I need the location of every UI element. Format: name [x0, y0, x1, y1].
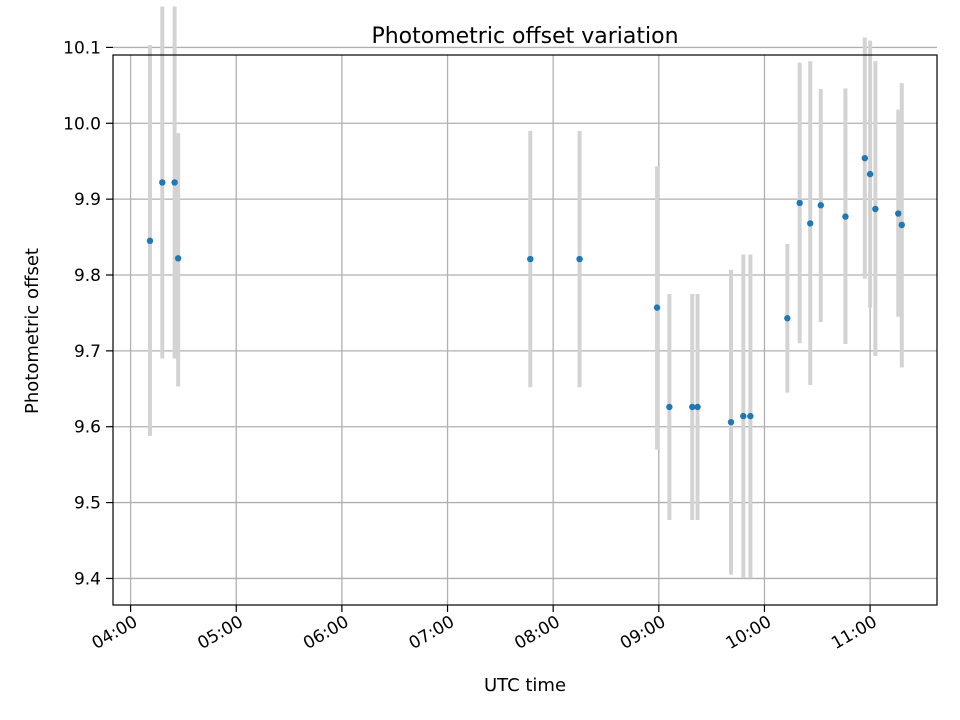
y-tick-label: 10.1 — [63, 38, 101, 58]
data-point — [866, 170, 874, 178]
y-tick-label: 9.7 — [74, 342, 101, 362]
data-point — [146, 237, 154, 245]
data-point — [689, 403, 696, 411]
data-point — [576, 255, 583, 263]
x-axis-label: UTC time — [484, 675, 566, 696]
data-point — [174, 255, 182, 262]
y-tick-label: 9.5 — [74, 494, 101, 514]
data-point — [747, 412, 754, 420]
data-point — [784, 315, 791, 322]
y-tick-label: 9.6 — [74, 418, 101, 438]
data-point — [861, 154, 869, 162]
chart-title: Photometric offset variation — [371, 24, 678, 49]
data-point — [895, 210, 902, 217]
data-point — [740, 412, 747, 420]
data-point — [727, 418, 735, 426]
data-point — [159, 179, 166, 186]
data-point — [807, 220, 814, 227]
y-axis-label: Photometric offset — [22, 248, 43, 414]
data-point — [527, 255, 534, 263]
data-point — [694, 403, 701, 411]
y-tick-label: 10.0 — [63, 114, 101, 134]
data-point — [817, 202, 824, 209]
data-points — [146, 154, 905, 426]
data-point — [842, 213, 849, 220]
y-tick-label: 9.8 — [74, 266, 101, 286]
y-tick-label: 9.4 — [74, 569, 101, 589]
data-point — [898, 221, 905, 229]
data-point — [171, 179, 178, 186]
data-point — [796, 199, 803, 207]
y-tick-label: 9.9 — [74, 190, 101, 210]
plot-area-frame — [112, 54, 938, 606]
data-point — [666, 403, 673, 411]
data-point — [872, 205, 879, 213]
data-point — [653, 304, 661, 311]
